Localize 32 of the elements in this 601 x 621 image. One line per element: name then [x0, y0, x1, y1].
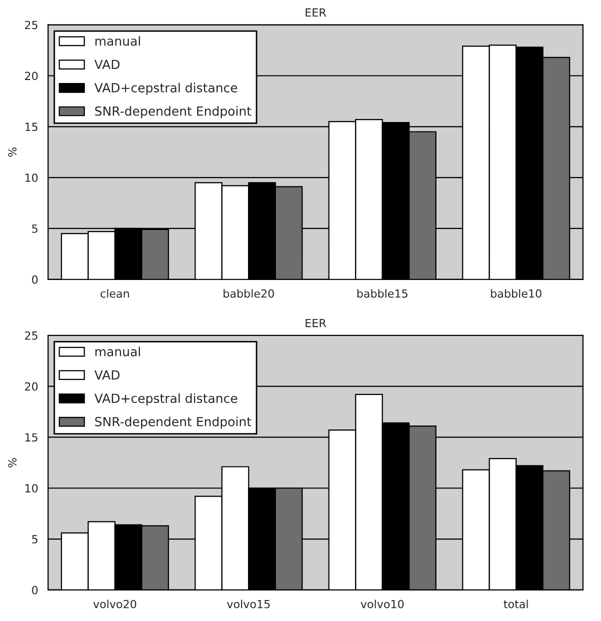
- x-tick-label: volvo15: [227, 600, 270, 608]
- chart-title: EER: [306, 8, 326, 17]
- y-tick-label: 5: [32, 224, 38, 233]
- legend-label: VAD+cepstral distance: [94, 82, 238, 95]
- x-tick-label: volvo20: [93, 600, 136, 608]
- x-tick-label: volvo10: [360, 600, 404, 608]
- legend-label: SNR-dependent Endpoint: [95, 416, 252, 429]
- y-tick-label: 20: [25, 72, 38, 80]
- x-tick-label: babble15: [357, 289, 408, 298]
- y-axis-title: %: [8, 147, 17, 157]
- legend-label: VAD: [94, 60, 120, 69]
- y-tick-label: 15: [25, 122, 38, 132]
- legend-label: VAD: [94, 370, 120, 380]
- y-tick-label: 25: [25, 20, 38, 30]
- y-tick-label: 0: [32, 275, 38, 284]
- y-tick-label: 15: [25, 433, 38, 442]
- y-axis-title: %: [8, 458, 17, 468]
- legend-label: manual: [95, 36, 140, 46]
- y-tick-label: 20: [25, 382, 38, 391]
- y-tick-label: 5: [32, 535, 38, 544]
- x-tick-label: clean: [100, 289, 129, 298]
- legend-label: VAD+cepstral distance: [94, 393, 238, 406]
- legend-label: SNR-dependent Endpoint: [95, 106, 252, 118]
- chart-title: EER: [306, 318, 326, 328]
- legend-label: manual: [95, 346, 140, 356]
- x-tick-label: babble10: [491, 289, 542, 298]
- y-tick-label: 10: [25, 174, 38, 182]
- y-tick-label: 25: [25, 331, 38, 340]
- y-tick-label: 0: [32, 586, 38, 594]
- y-tick-label: 10: [25, 484, 38, 493]
- x-tick-label: babble20: [224, 289, 274, 298]
- x-tick-label: total: [504, 600, 528, 608]
